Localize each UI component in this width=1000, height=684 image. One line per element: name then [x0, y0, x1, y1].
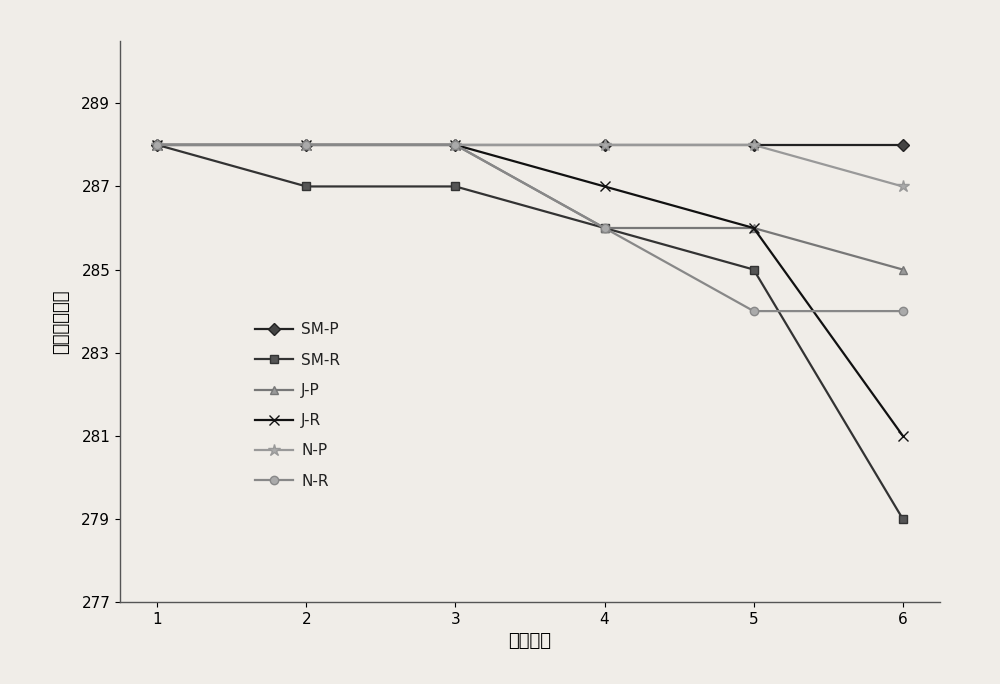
SM-P	[300, 141, 312, 149]
SM-R	[300, 183, 312, 191]
N-P	[151, 141, 163, 149]
N-R	[300, 141, 312, 149]
J-R	[151, 141, 163, 149]
SM-P	[599, 141, 611, 149]
N-P	[748, 141, 760, 149]
J-P	[300, 141, 312, 149]
SM-R	[151, 141, 163, 149]
N-P	[599, 141, 611, 149]
SM-R	[449, 183, 461, 191]
N-P	[300, 141, 312, 149]
J-R	[748, 224, 760, 232]
J-R	[599, 183, 611, 191]
Y-axis label: 多态性位点数: 多态性位点数	[52, 289, 70, 354]
SM-R	[599, 224, 611, 232]
N-R	[151, 141, 163, 149]
SM-R	[897, 515, 909, 523]
J-R	[300, 141, 312, 149]
Line: SM-R: SM-R	[153, 141, 907, 523]
SM-P	[748, 141, 760, 149]
Line: J-R: J-R	[152, 140, 908, 440]
J-P	[599, 224, 611, 232]
SM-R	[748, 265, 760, 274]
J-P	[748, 224, 760, 232]
SM-P	[151, 141, 163, 149]
N-R	[599, 224, 611, 232]
X-axis label: 取样次数: 取样次数	[509, 632, 552, 650]
Legend: SM-P, SM-R, J-P, J-R, N-P, N-R: SM-P, SM-R, J-P, J-R, N-P, N-R	[251, 318, 345, 493]
SM-P	[449, 141, 461, 149]
J-R	[897, 432, 909, 440]
Line: J-P: J-P	[153, 141, 907, 274]
N-R	[748, 307, 760, 315]
N-P	[449, 141, 461, 149]
J-P	[151, 141, 163, 149]
J-R	[449, 141, 461, 149]
SM-P	[897, 141, 909, 149]
N-R	[897, 307, 909, 315]
Line: SM-P: SM-P	[153, 141, 907, 149]
Line: N-P: N-P	[151, 139, 909, 193]
J-P	[897, 265, 909, 274]
N-R	[449, 141, 461, 149]
Line: N-R: N-R	[153, 141, 907, 315]
N-P	[897, 183, 909, 191]
J-P	[449, 141, 461, 149]
